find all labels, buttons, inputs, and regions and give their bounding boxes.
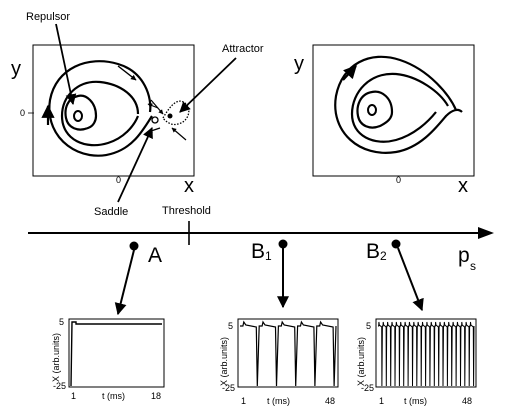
- state-a-label: A: [148, 244, 162, 267]
- phase-right-trajectory-arrow: [342, 65, 357, 81]
- phase-portrait-right: y x 0: [294, 44, 475, 197]
- saddle-point: [151, 116, 159, 124]
- phase-right-x-zero: 0: [396, 175, 401, 185]
- parameter-axis: Threshold p s A B 1 B 2: [28, 205, 494, 316]
- trace-b1-x-end: 48: [325, 396, 335, 406]
- phase-left-x-zero: 0: [116, 175, 121, 185]
- saddle-pointer: [117, 127, 153, 203]
- annotation-attractor: Attractor: [222, 43, 264, 55]
- trace-a-signal: [70, 321, 162, 387]
- phase-left-frame: [32, 44, 195, 177]
- state-b2-marker: [391, 239, 401, 249]
- parameter-subscript: s: [470, 259, 476, 273]
- trace-a-frame: [68, 318, 165, 388]
- phase-right-trajectories: [334, 55, 463, 154]
- phase-left-y-zero: 0: [20, 108, 25, 118]
- trace-b2-y-top: 5: [366, 321, 371, 331]
- phase-left-y-label: y: [11, 58, 21, 80]
- annotation-repulsor: Repulsor: [26, 11, 70, 23]
- phase-left-outer-arrow: [117, 65, 137, 81]
- trace-b1-frame: [237, 318, 339, 388]
- phase-right-frame: [312, 44, 475, 177]
- trace-b2-x-end: 48: [462, 396, 472, 406]
- threshold-label: Threshold: [162, 205, 211, 217]
- trace-a-y-label: X (arb.units): [51, 333, 61, 382]
- phase-left-x-label: x: [184, 175, 194, 197]
- state-b1-subscript: 1: [265, 249, 272, 263]
- state-b1-label: B: [251, 240, 265, 263]
- attractor-pointer: [179, 57, 237, 113]
- trace-a-x-label: t (ms): [102, 391, 125, 401]
- trace-a: 5 -25 1 18 t (ms) X (arb.units): [51, 317, 165, 401]
- trace-b1-x-start: 1: [241, 396, 246, 406]
- state-b2-subscript: 2: [380, 249, 387, 263]
- phase-right-y-label: y: [294, 53, 304, 75]
- trace-b2-x-start: 1: [379, 396, 384, 406]
- trace-b1-y-top: 5: [228, 321, 233, 331]
- saddle-node-region: [147, 99, 190, 141]
- state-a-marker: [129, 241, 139, 251]
- phase-right-x-label: x: [458, 175, 468, 197]
- trace-b2-x-label: t (ms): [404, 396, 427, 406]
- trace-a-y-bottom: -25: [53, 381, 66, 391]
- trace-b1-x-label: t (ms): [267, 396, 290, 406]
- trace-b1-y-label: X (arb.units): [219, 337, 229, 386]
- trace-b2-signal: [378, 321, 475, 387]
- trace-a-x-end: 18: [151, 391, 161, 401]
- trace-b2-y-bottom: -25: [361, 383, 374, 393]
- parameter-symbol: p: [458, 244, 470, 267]
- phase-portrait-left: y x 0 0 Repulsor Attractor Saddle: [11, 11, 264, 218]
- trace-b1-y-bottom: -25: [222, 383, 235, 393]
- annotation-saddle: Saddle: [94, 206, 128, 218]
- attractor-point: [167, 113, 173, 119]
- trace-b2: 5 -25 1 48 t (ms) X (arb.units): [356, 318, 477, 406]
- state-a-pointer: [114, 249, 135, 316]
- phase-left-trajectories: [48, 60, 153, 157]
- parameter-axis-arrowhead: [478, 227, 494, 239]
- state-b2-label: B: [366, 240, 380, 263]
- repulsor-pointer: [55, 23, 77, 106]
- trace-b2-frame: [375, 318, 477, 388]
- trace-a-y-top: 5: [59, 317, 64, 327]
- trace-a-x-start: 1: [71, 391, 76, 401]
- state-b1-marker: [278, 239, 288, 249]
- state-b2-pointer: [397, 247, 424, 312]
- trace-b1: 5 -25 1 48 t (ms) X (arb.units): [219, 318, 339, 406]
- trace-b2-y-label: X (arb.units): [356, 337, 366, 386]
- trace-b1-signal: [240, 320, 337, 387]
